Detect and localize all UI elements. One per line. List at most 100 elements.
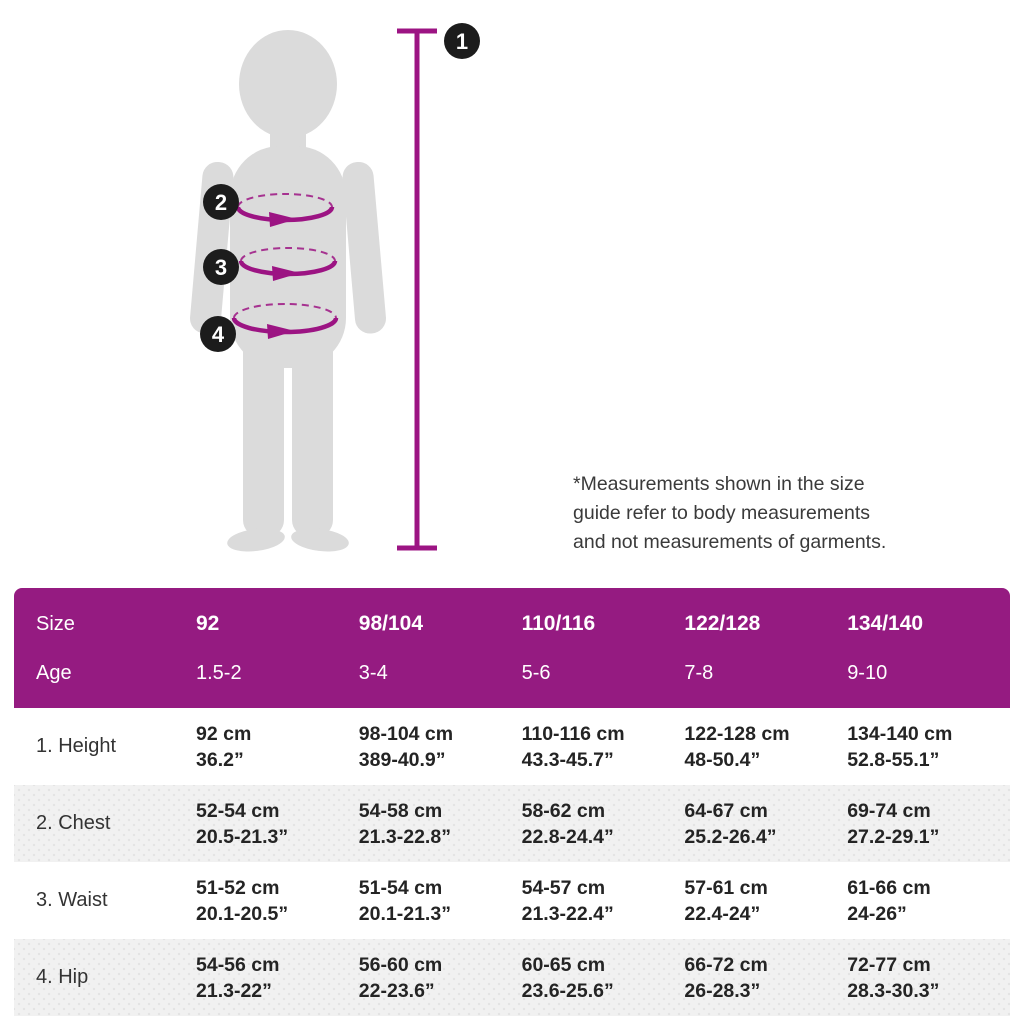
measurement-cell: 54-58 cm 21.3-22.8” [359, 798, 522, 850]
cm-value: 51-52 cm [196, 876, 280, 899]
inch-value: 22.8-24.4” [521, 825, 614, 848]
cm-value: 92 cm [196, 722, 252, 745]
inch-value: 48-50.4” [684, 748, 761, 771]
cm-value: 58-62 cm [521, 799, 606, 822]
inch-value: 28.3-30.3” [847, 979, 940, 1002]
inch-value: 22.4-24” [684, 902, 761, 925]
measurement-cell: 51-54 cm 20.1-21.3” [359, 875, 522, 927]
cm-value: 66-72 cm [684, 953, 768, 976]
measurement-cell: 57-61 cm 22.4-24” [684, 875, 847, 927]
size-col-header: 134/140 [847, 612, 924, 635]
measurement-cell: 58-62 cm 22.8-24.4” [522, 798, 685, 850]
cm-value: 64-67 cm [684, 799, 768, 822]
measurement-cell: 72-77 cm 28.3-30.3” [847, 952, 1010, 1004]
inch-value: 21.3-22” [196, 979, 272, 1002]
size-guide-figure: 1 2 3 4 [190, 23, 480, 552]
measurement-disclaimer-note: *Measurements shown in the size guide re… [573, 473, 887, 553]
cm-value: 54-58 cm [358, 799, 443, 822]
cm-value: 110-116 cm [521, 722, 625, 745]
measurement-cell: 134-140 cm 52.8-55.1” [847, 721, 1010, 773]
measurement-cell: 52-54 cm 20.5-21.3” [196, 798, 359, 850]
marker-badge-hip: 4 [200, 316, 236, 352]
cm-value: 52-54 cm [196, 799, 280, 822]
measurement-cell: 54-56 cm 21.3-22” [196, 952, 359, 1004]
inch-value: 20.1-21.3” [358, 902, 451, 925]
header-size-row: Size 92 98/104 110/116 122/128 134/140 [14, 603, 1010, 645]
cm-value: 61-66 cm [847, 876, 931, 899]
measurement-row-hip: 4. Hip 54-56 cm 21.3-22” 56-60 cm 22-23.6”… [14, 939, 1010, 1016]
cm-value: 98-104 cm [358, 722, 454, 745]
measurement-row-waist: 3. Waist 51-52 cm 20.1-20.5” 51-54 cm 20.1… [14, 862, 1010, 939]
cm-value: 122-128 cm [684, 722, 790, 745]
marker-number: 2 [215, 190, 227, 215]
inch-value: 22-23.6” [358, 979, 435, 1002]
measurement-cell: 66-72 cm 26-28.3” [684, 952, 847, 1004]
measurement-cell: 92 cm 36.2” [196, 721, 359, 773]
inch-value: 389-40.9” [358, 748, 446, 771]
measurement-cell: 64-67 cm 25.2-26.4” [684, 798, 847, 850]
measurement-cell: 61-66 cm 24-26” [847, 875, 1010, 927]
inch-value: 27.2-29.1” [847, 825, 940, 848]
age-col-value: 3-4 [358, 661, 388, 684]
size-col-header: 98/104 [358, 612, 424, 635]
marker-number: 4 [212, 322, 225, 347]
inch-value: 36.2” [196, 748, 244, 771]
measurement-cell: 69-74 cm 27.2-29.1” [847, 798, 1010, 850]
inch-value: 21.3-22.8” [358, 825, 451, 848]
measurement-cell: 60-65 cm 23.6-25.6” [522, 952, 685, 1004]
row-label: 2. Chest [36, 812, 111, 834]
inch-value: 20.5-21.3” [196, 825, 289, 848]
hip-measure-ellipse [231, 303, 339, 339]
inch-value: 25.2-26.4” [684, 825, 777, 848]
measurement-cell: 51-52 cm 20.1-20.5” [196, 875, 359, 927]
cm-value: 134-140 cm [847, 722, 953, 745]
cm-value: 54-57 cm [521, 876, 606, 899]
marker-badge-height: 1 [444, 23, 480, 59]
inch-value: 43.3-45.7” [521, 748, 614, 771]
age-col-value: 5-6 [521, 661, 551, 684]
measurement-cell: 98-104 cm 389-40.9” [359, 721, 522, 773]
measurement-cell: 54-57 cm 21.3-22.4” [522, 875, 685, 927]
inch-value: 23.6-25.6” [521, 979, 614, 1002]
measurement-row-height: 1. Height 92 cm 36.2” 98-104 cm 389-40.9” … [14, 708, 1010, 785]
inch-value: 20.1-20.5” [196, 902, 289, 925]
measurement-cell: 110-116 cm 43.3-45.7” [522, 721, 685, 773]
cm-value: 60-65 cm [521, 953, 606, 976]
cm-value: 72-77 cm [847, 953, 931, 976]
marker-badge-waist: 3 [203, 249, 239, 285]
waist-measure-ellipse [238, 247, 338, 281]
row-label: 3. Waist [36, 889, 108, 911]
marker-number: 3 [215, 255, 227, 280]
size-row-label: Size [36, 612, 75, 635]
table-body: 1. Height 92 cm 36.2” 98-104 cm 389-40.9” … [14, 708, 1010, 1016]
size-col-header: 92 [196, 612, 220, 635]
row-label: 1. Height [36, 735, 117, 757]
measurement-cell: 122-128 cm 48-50.4” [684, 721, 847, 773]
header-age-row: Age 1.5-2 3-4 5-6 7-8 9-10 [14, 655, 1010, 691]
row-label: 4. Hip [36, 966, 89, 988]
cm-value: 51-54 cm [358, 876, 443, 899]
size-guide-table: Size 92 98/104 110/116 122/128 134/140 A… [14, 588, 1010, 1016]
inch-value: 21.3-22.4” [521, 902, 614, 925]
measurement-row-chest: 2. Chest 52-54 cm 20.5-21.3” 54-58 cm 21.3… [14, 785, 1010, 862]
cm-value: 56-60 cm [358, 953, 443, 976]
chest-measure-ellipse [235, 193, 335, 227]
cm-value: 69-74 cm [847, 799, 931, 822]
height-measure-line [397, 28, 437, 551]
age-col-value: 9-10 [847, 661, 888, 684]
inch-value: 24-26” [847, 902, 907, 925]
cm-value: 57-61 cm [684, 876, 768, 899]
size-col-header: 110/116 [521, 612, 596, 635]
age-col-value: 1.5-2 [196, 661, 242, 684]
cm-value: 54-56 cm [196, 953, 280, 976]
inch-value: 26-28.3” [684, 979, 761, 1002]
table-header: Size 92 98/104 110/116 122/128 134/140 A… [14, 588, 1010, 708]
size-col-header: 122/128 [684, 612, 761, 635]
child-silhouette [190, 30, 386, 552]
age-col-value: 7-8 [684, 661, 714, 684]
inch-value: 52.8-55.1” [847, 748, 940, 771]
age-row-label: Age [36, 661, 72, 684]
measurement-cell: 56-60 cm 22-23.6” [359, 952, 522, 1004]
marker-number: 1 [456, 29, 468, 54]
marker-badge-chest: 2 [203, 184, 239, 220]
